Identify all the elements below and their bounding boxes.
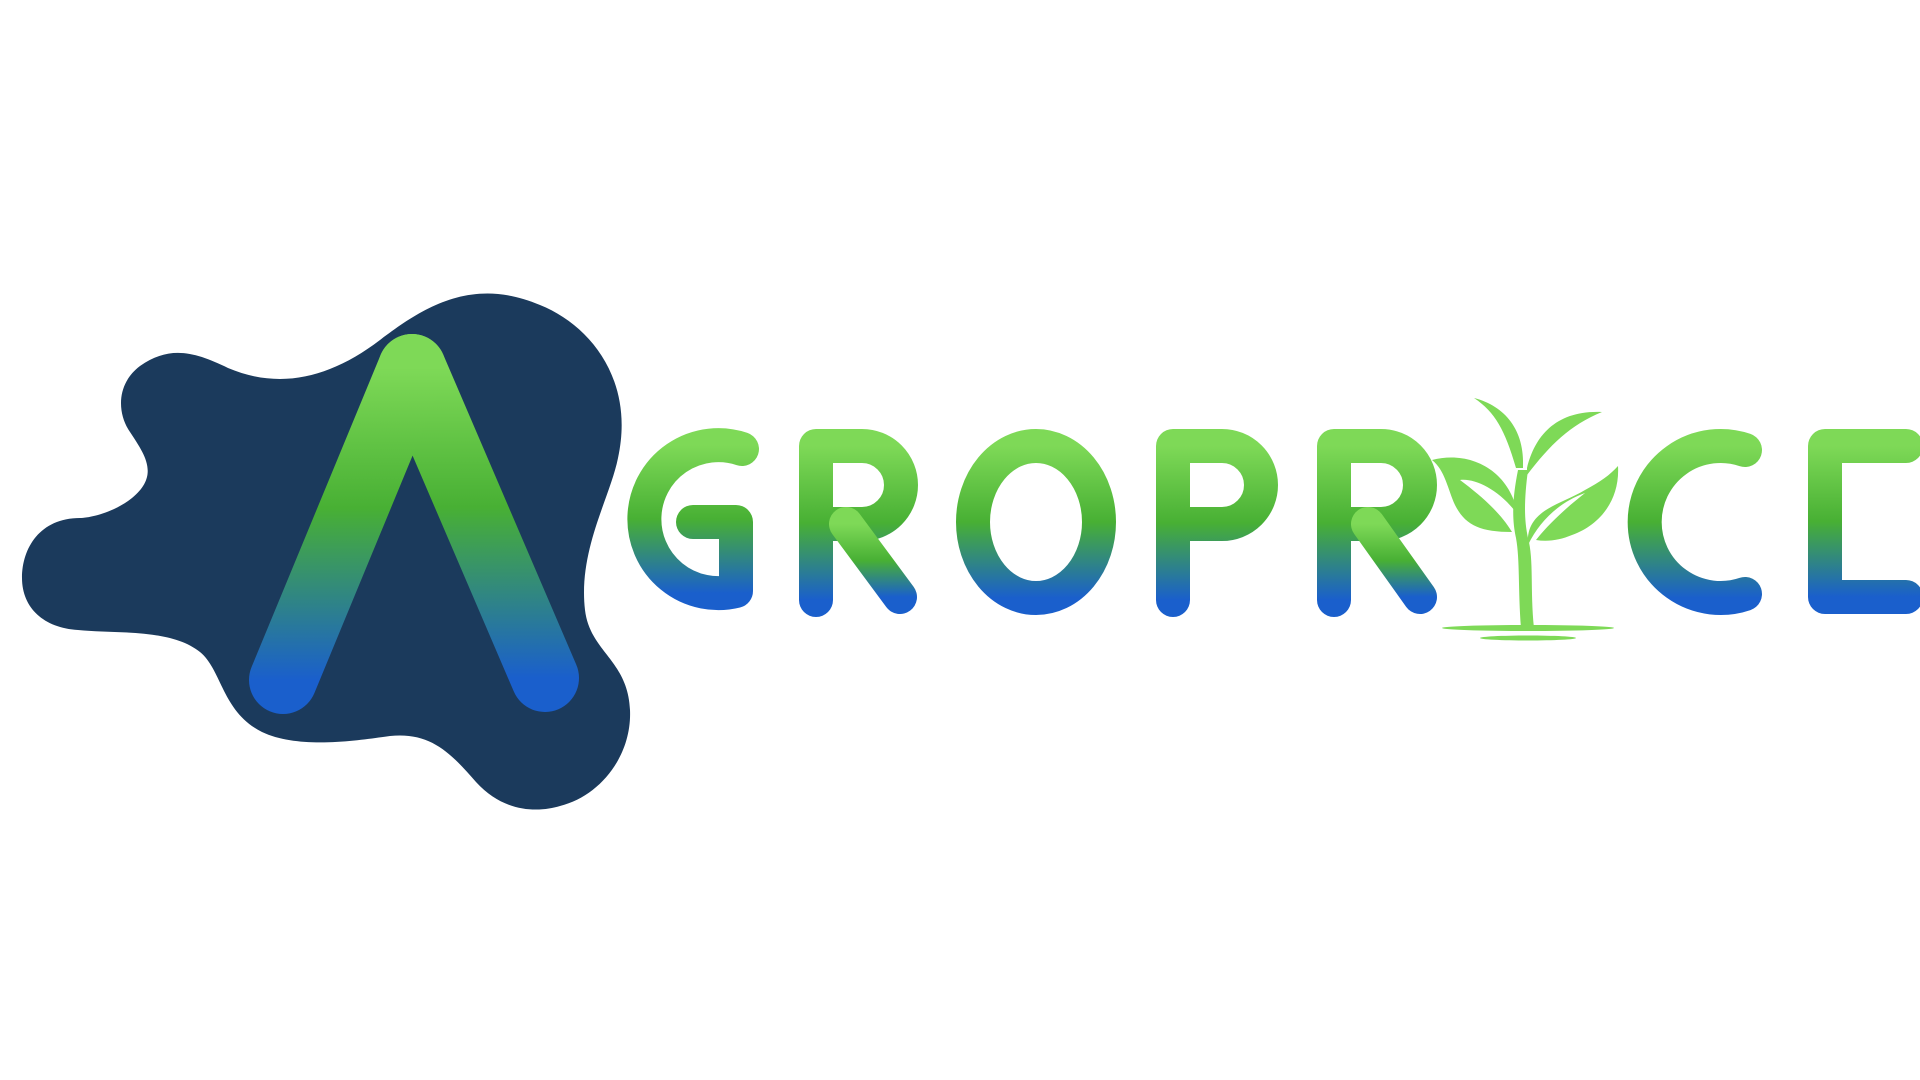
- letter-c: [1627, 429, 1762, 615]
- letter-r: [799, 429, 918, 617]
- letter-e: [1808, 429, 1920, 614]
- letter-g: [627, 428, 759, 611]
- sprout-icon: [1432, 398, 1619, 641]
- letter-r-second: [1317, 429, 1437, 617]
- letter-o: [956, 429, 1116, 615]
- big-letter-a: [249, 334, 579, 714]
- letter-p: [1156, 429, 1278, 617]
